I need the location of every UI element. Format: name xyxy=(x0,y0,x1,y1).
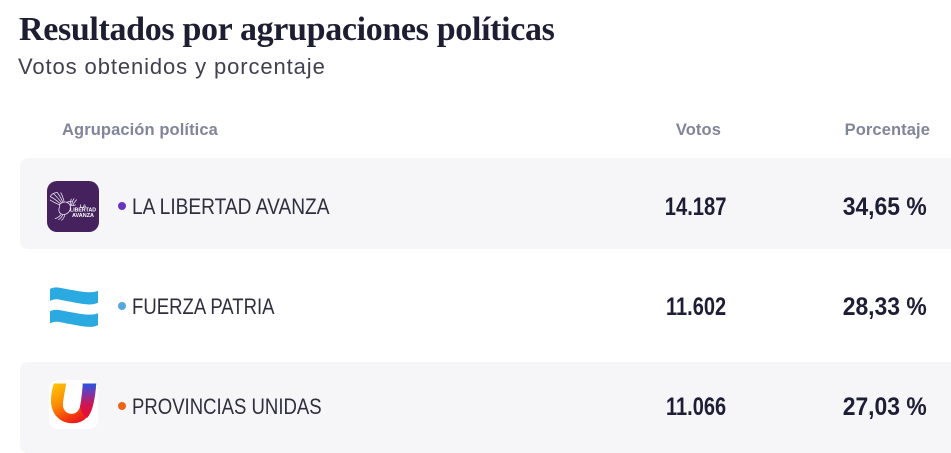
svg-text:LA: LA xyxy=(80,204,87,210)
svg-text:AVANZA: AVANZA xyxy=(72,213,94,219)
svg-text:LIBERTAD: LIBERTAD xyxy=(70,208,96,214)
